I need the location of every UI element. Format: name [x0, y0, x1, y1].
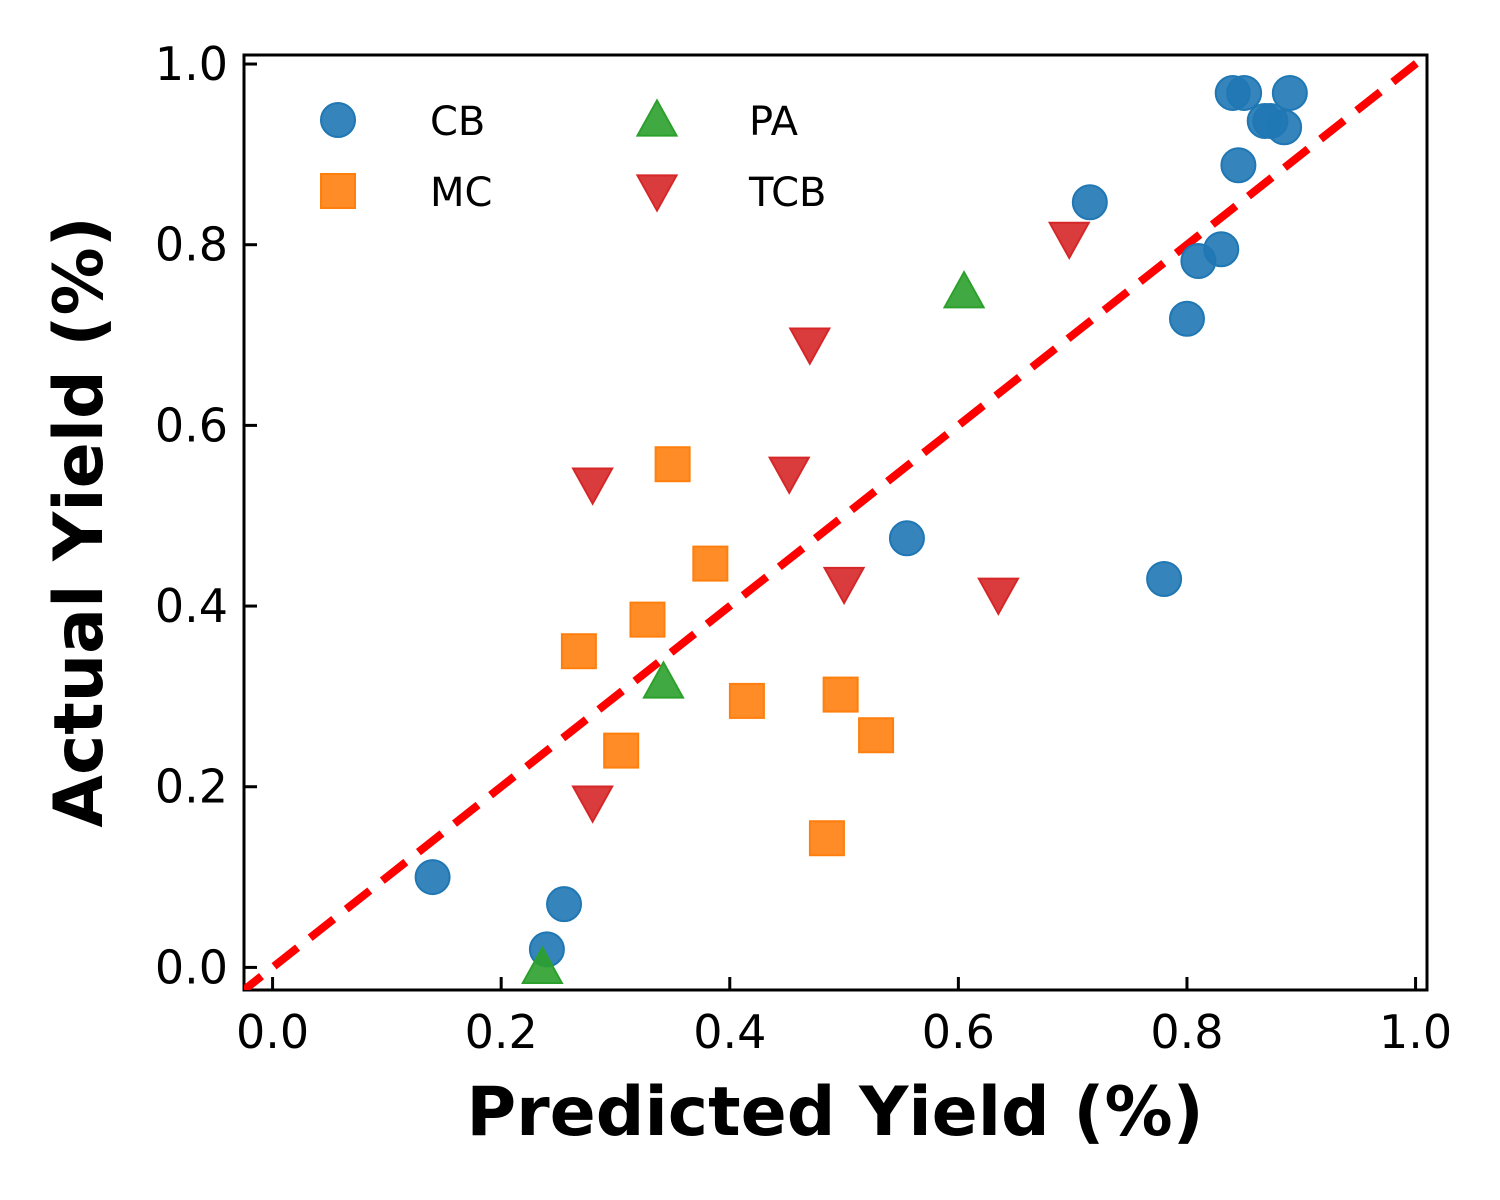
x-tick-label: 0.8	[1150, 1005, 1223, 1059]
data-point-tcb	[571, 785, 614, 824]
legend-item-pa: PA	[635, 98, 799, 145]
x-tick-label: 0.4	[693, 1005, 766, 1059]
data-point-pa	[642, 660, 685, 699]
data-point-mc	[858, 717, 895, 754]
y-tick-label: 1.0	[155, 37, 228, 91]
data-point-cb	[1220, 147, 1257, 184]
legend-marker-mc	[320, 173, 356, 209]
legend-item-tcb: TCB	[635, 170, 826, 216]
series-pa	[521, 270, 986, 985]
y-tick-label: 0.0	[155, 940, 228, 994]
y-tick-label: 0.2	[155, 760, 228, 814]
series-cb	[414, 74, 1308, 968]
data-point-tcb	[1047, 221, 1091, 260]
legend-label: MC	[430, 170, 492, 216]
data-point-cb	[1071, 184, 1108, 221]
data-point-tcb	[977, 577, 1020, 616]
data-point-mc	[560, 633, 597, 670]
x-axis-title: Predicted Yield (%)	[466, 1073, 1203, 1152]
data-point-tcb	[571, 467, 614, 506]
legend-marker-cb	[320, 102, 356, 138]
data-point-cb	[1146, 560, 1183, 597]
data-point-cb	[1266, 109, 1303, 146]
x-tick-label: 0.2	[465, 1005, 538, 1059]
data-point-mc	[603, 732, 640, 769]
y-axis-title: Actual Yield (%)	[40, 216, 119, 827]
data-point-mc	[808, 820, 845, 857]
legend-label: TCB	[748, 170, 826, 216]
y-tick-label: 0.4	[155, 579, 228, 633]
legend-item-mc: MC	[320, 170, 492, 216]
data-point-cb	[414, 859, 451, 896]
data-point-cb	[1226, 74, 1263, 111]
data-point-mc	[822, 676, 859, 713]
legend-marker-pa	[635, 98, 679, 137]
legend-label: PA	[749, 99, 799, 145]
data-point-cb	[546, 886, 583, 923]
y-tick-label: 0.6	[155, 398, 228, 452]
series-mc	[560, 446, 895, 857]
legend-label: CB	[430, 99, 485, 145]
x-tick-label: 0.6	[922, 1005, 995, 1059]
data-point-tcb	[822, 566, 866, 606]
data-point-cb	[1271, 74, 1308, 111]
data-point-pa	[521, 945, 564, 985]
series-tcb	[571, 221, 1091, 824]
data-point-cb	[1203, 231, 1240, 268]
x-tick-label: 0.0	[236, 1005, 309, 1059]
data-point-mc	[692, 545, 729, 582]
legend-marker-tcb	[635, 174, 679, 213]
data-point-cb	[1168, 300, 1205, 337]
data-point-cb	[888, 520, 925, 557]
legend-item-cb: CB	[320, 99, 485, 145]
data-point-pa	[942, 270, 986, 309]
data-point-tcb	[767, 456, 811, 495]
x-tick-label: 1.0	[1379, 1005, 1452, 1059]
legend: CB MC PA TCB	[320, 98, 826, 216]
data-point-mc	[654, 446, 691, 483]
y-tick-label: 0.8	[155, 218, 228, 272]
data-point-tcb	[788, 327, 832, 366]
data-point-mc	[629, 601, 666, 638]
data-point-mc	[728, 682, 765, 719]
reference-line	[244, 55, 1427, 990]
